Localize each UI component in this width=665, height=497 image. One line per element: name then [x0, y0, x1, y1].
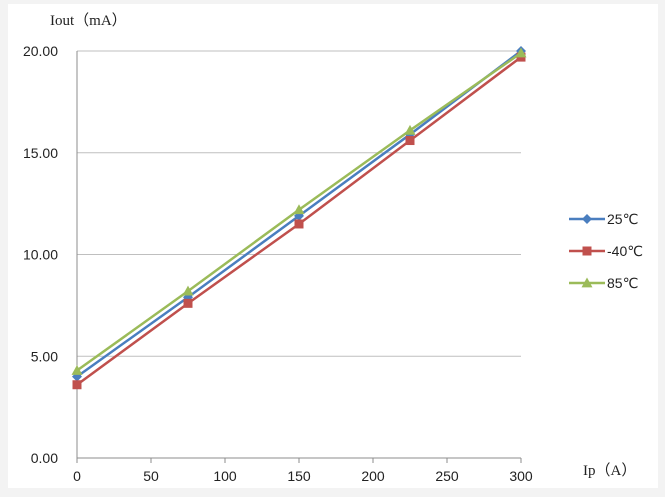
legend-marker: [582, 246, 592, 256]
data-point: [293, 204, 305, 215]
data-point: [71, 364, 83, 375]
data-point: [404, 124, 416, 135]
x-tick-label: 200: [361, 468, 385, 484]
x-tick-label: 150: [287, 468, 311, 484]
x-tick-label: 300: [509, 468, 533, 484]
x-tick-label: 100: [213, 468, 237, 484]
legend-label: -40℃: [607, 243, 643, 259]
data-point: [515, 47, 527, 58]
y-tick-label: 0.00: [31, 450, 58, 466]
data-point: [183, 298, 193, 308]
series-2: [71, 47, 527, 375]
y-tick-label: 15.00: [23, 145, 58, 161]
legend: 25℃ -40℃ 85℃: [569, 211, 643, 291]
y-tick-label: 20.00: [23, 43, 58, 59]
data-point: [182, 285, 194, 296]
legend-marker: [582, 214, 592, 224]
legend-label: 85℃: [607, 275, 638, 291]
y-tick-label: 10.00: [23, 247, 58, 263]
legend-marker: [581, 277, 593, 288]
data-point: [294, 219, 304, 229]
data-point: [72, 380, 82, 390]
legend-item: -40℃: [569, 243, 643, 259]
data-point: [405, 136, 415, 146]
x-tick-label: 50: [143, 468, 159, 484]
plot-background: [8, 4, 658, 488]
axes: 0.00 5.00 10.00 15.00 20.00 0 50 100 150 200 250 30…: [23, 43, 533, 484]
y-tick-label: 5.00: [31, 348, 58, 364]
legend-item: 25℃: [569, 211, 638, 227]
x-tick-label: 0: [73, 468, 81, 484]
grid: [77, 50, 521, 357]
x-axis-label: Ip（A）: [583, 462, 636, 479]
series-group: [71, 46, 527, 390]
legend-item: 85℃: [569, 275, 638, 291]
x-tick-label: 250: [435, 468, 459, 484]
y-axis-label: Iout（mA）: [50, 12, 127, 29]
legend-label: 25℃: [607, 211, 638, 227]
